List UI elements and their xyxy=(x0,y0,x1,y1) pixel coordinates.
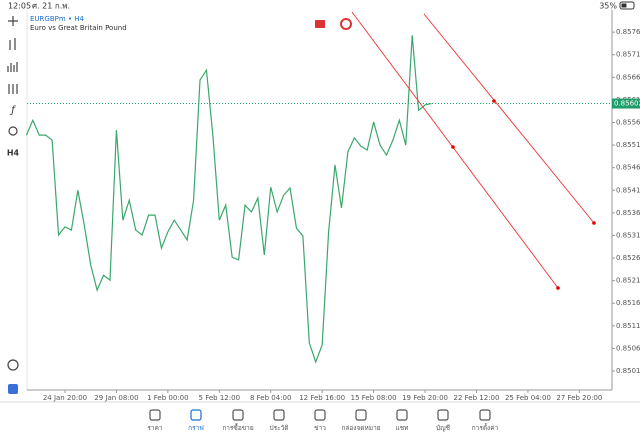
nav-icon xyxy=(273,409,285,421)
x-tick-label: 5 Feb 12:00 xyxy=(199,394,240,402)
nav-label: บัญชี xyxy=(436,424,451,432)
nav-icon xyxy=(149,409,161,421)
nav-label: ข่าว xyxy=(314,424,326,432)
flag-icon[interactable] xyxy=(315,20,325,28)
nav-tab[interactable]: การซื้อขาย xyxy=(222,409,254,432)
nav-icon xyxy=(355,409,367,421)
x-tick-label: 29 Jan 08:00 xyxy=(94,394,138,402)
indicators-icon[interactable] xyxy=(8,84,18,94)
trend-point[interactable] xyxy=(492,99,496,103)
current-price-label: 0.85602 xyxy=(614,100,640,108)
nav-label: กล่องจดหมาย xyxy=(341,424,380,432)
flag-icon[interactable] xyxy=(340,18,352,30)
nav-icon xyxy=(232,409,244,421)
status-battery: 35% xyxy=(599,2,617,11)
x-tick-label: 19 Feb 20:00 xyxy=(402,394,448,402)
symbol-description: Euro vs Great Britain Pound xyxy=(30,24,127,32)
price-line xyxy=(25,35,432,364)
nav-tab[interactable]: กราฟ xyxy=(188,409,204,432)
nav-icon xyxy=(479,409,491,421)
y-tick-label: 0.85760 xyxy=(616,28,640,36)
left-toolbar: ƒ H4 xyxy=(7,16,20,394)
nav-label: การซื้อขาย xyxy=(222,423,253,432)
crosshair-icon[interactable] xyxy=(8,16,18,26)
x-tick-label: 24 Jan 20:00 xyxy=(43,394,87,402)
nav-icon xyxy=(437,409,449,421)
bottom-nav: ราคา กราฟ การซื้อขาย ประวัติ ข่าว กล่องจดหมาย… xyxy=(147,409,499,432)
bars-icon[interactable] xyxy=(7,62,18,72)
chart-type-icon[interactable] xyxy=(9,38,16,50)
trend-lines xyxy=(351,11,596,290)
app-icon[interactable] xyxy=(8,384,18,394)
nav-tab[interactable]: กล่องจดหมาย xyxy=(341,409,381,432)
x-tick-label: 25 Feb 04:00 xyxy=(505,394,551,402)
trend-point[interactable] xyxy=(451,145,455,149)
status-date: ศ. 21 ก.พ. xyxy=(32,2,70,11)
gauge-icon[interactable] xyxy=(7,359,19,371)
x-tick-label: 8 Feb 04:00 xyxy=(250,394,291,402)
nav-tab[interactable]: ประวัติ xyxy=(270,409,289,432)
nav-tab[interactable]: แชท xyxy=(396,409,409,432)
nav-label: ประวัติ xyxy=(270,424,289,432)
battery-level xyxy=(621,3,627,8)
trend-point[interactable] xyxy=(556,286,560,290)
trend-line[interactable] xyxy=(423,13,595,224)
x-tick-label: 12 Feb 16:00 xyxy=(299,394,345,402)
status-time: 12:05 xyxy=(8,2,31,11)
nav-tab[interactable]: ราคา xyxy=(147,409,163,432)
trend-point[interactable] xyxy=(592,221,596,225)
x-tick-label: 22 Feb 12:00 xyxy=(454,394,500,402)
current-price-box xyxy=(612,98,640,109)
nav-icon xyxy=(314,409,326,421)
battery-icon xyxy=(619,1,635,10)
nav-label: การตั้งค่า xyxy=(472,423,499,432)
x-tick-label: 15 Feb 08:00 xyxy=(351,394,397,402)
trend-line[interactable] xyxy=(351,11,559,289)
nav-label: ราคา xyxy=(147,424,162,432)
nav-icon xyxy=(396,409,408,421)
nav-tab[interactable]: ข่าว xyxy=(314,409,326,432)
nav-icon xyxy=(190,409,202,421)
nav-tab[interactable]: การตั้งค่า xyxy=(472,409,499,432)
nav-label: กราฟ xyxy=(188,424,204,432)
objects-icon[interactable] xyxy=(8,126,18,136)
nav-label: แชท xyxy=(396,424,409,432)
x-tick-label: 27 Feb 20:00 xyxy=(556,394,602,402)
x-tick-label: 1 Feb 00:00 xyxy=(147,394,188,402)
symbol-title[interactable]: EURGBPm • H4 xyxy=(30,15,85,23)
nav-tab[interactable]: บัญชี xyxy=(436,409,451,432)
timeframe-button[interactable]: H4 xyxy=(7,149,20,158)
function-icon[interactable]: ƒ xyxy=(9,105,16,116)
